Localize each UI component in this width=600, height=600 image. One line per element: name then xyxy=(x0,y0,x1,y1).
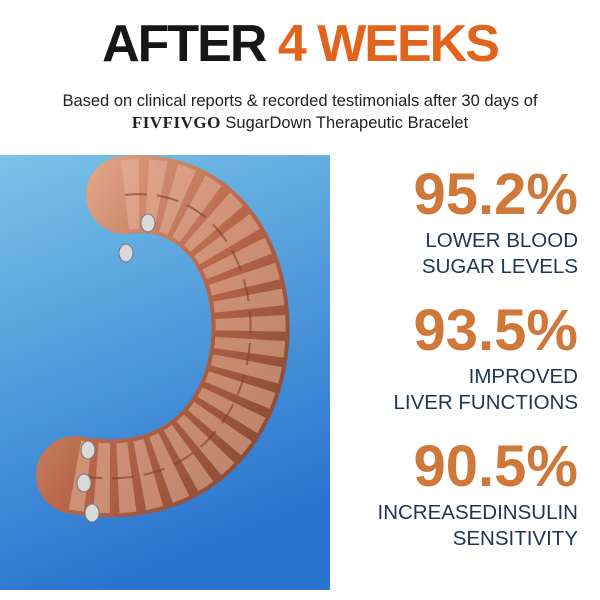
stat-value: 93.5% xyxy=(413,298,578,363)
stat-label: LIVER FUNCTIONS xyxy=(393,391,578,414)
stat-label: INCREASEDINSULIN xyxy=(377,501,579,524)
stat: 95.2% LOWER BLOOD SUGAR LEVELS xyxy=(318,162,578,296)
stat-label: SUGAR LEVELS xyxy=(421,255,578,278)
product-image xyxy=(0,155,330,590)
stat-value: 90.5% xyxy=(413,434,578,499)
title: AFTER 4 WEEKS xyxy=(0,14,600,74)
stat-label: LOWER BLOOD xyxy=(425,229,578,252)
title-part: 4 WEEKS xyxy=(277,15,500,73)
stat-label: IMPROVED xyxy=(468,365,578,388)
title-part: AFTER xyxy=(102,15,267,73)
stats: 95.2% LOWER BLOOD SUGAR LEVELS 93.5% IMPROVE… xyxy=(318,160,579,568)
stat-label: SENSITIVITY xyxy=(452,527,578,550)
subtitle: Based on clinical reports & recorded tes… xyxy=(0,90,600,134)
subtitle-line: FIVFIVGO SugarDown Therapeutic Bracelet xyxy=(0,112,600,134)
stat: 90.5% INCREASEDINSULIN SENSITIVITY xyxy=(318,434,579,568)
brand: FIVFIVGO xyxy=(131,113,221,132)
stat: 93.5% IMPROVED LIVER FUNCTIONS xyxy=(318,298,578,432)
product-name: SugarDown Therapeutic Bracelet xyxy=(225,114,469,132)
subtitle-line: Based on clinical reports & recorded tes… xyxy=(62,92,538,110)
stat-value: 95.2% xyxy=(413,162,578,227)
